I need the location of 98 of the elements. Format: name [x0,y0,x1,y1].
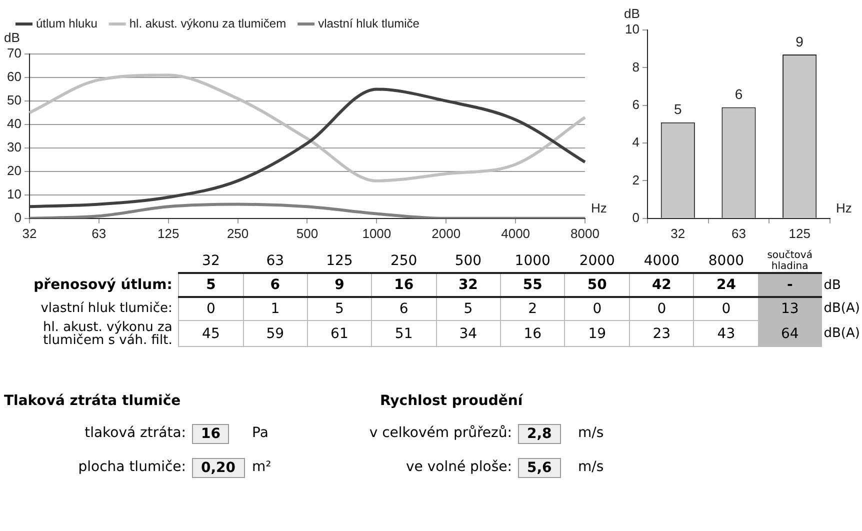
legend-label: útlum hluku [36,16,98,30]
data-label: 9 [796,33,804,50]
text: 2 [528,301,538,317]
y-tick-label: 10 [624,22,640,37]
text: 16 [394,277,414,293]
text: 24 [716,277,736,293]
y-tick-label: 4 [632,134,640,150]
text: 16 [524,326,542,342]
category-label: 125 [325,252,354,271]
text: Pa [252,425,268,441]
y-tick-label: 0 [14,210,22,225]
category-label: 250 [389,252,418,271]
text: 0,20 [192,458,245,478]
x-axis-title: Hz [591,200,607,216]
y-tick-label: 30 [6,140,22,155]
x-tick-label: 8000 [570,226,600,241]
x-tick-label: 2000 [432,226,461,241]
text: 5 [335,301,344,317]
y-tick-label: 6 [632,96,640,112]
y-tick-label: 8 [632,59,640,74]
text: ve volné ploše: [406,459,512,475]
text: 32 [458,277,478,293]
category-label: 32 [201,252,221,271]
text: tlaková ztráta: [84,425,186,441]
y-tick-label: 50 [6,92,22,108]
text: 61 [330,326,348,342]
text: 51 [394,326,413,342]
data-label: 6 [734,86,743,102]
category-label: 2000 [578,252,616,271]
category-label: 63 [265,252,286,271]
category-label: dB(A) [824,301,860,316]
text: m² [252,459,272,475]
text: v celkovém průřezů: [369,425,512,441]
line-series [28,74,586,182]
text: 64 [780,326,799,342]
y-tick-label: 10 [6,186,22,202]
text: plocha tlumiče: [78,459,186,475]
y-tick-label: 20 [6,163,22,178]
text: 1 [270,301,280,317]
category-label: hl. akust. výkonu za tlumičem s váh. filt. [42,320,172,348]
text: 13 [780,301,799,317]
text: 0 [722,301,731,317]
category-label: vlastní hluk tlumiče: [40,301,172,316]
text: 59 [266,326,284,342]
text: 43 [717,326,736,342]
x-tick-label: 63 [731,226,746,241]
category-label: dB(A) [824,326,860,341]
x-tick-label: 32 [22,226,37,241]
text: 5 [206,277,216,293]
text: 16 [192,424,230,444]
text: 5 [464,301,473,317]
text: 5,6 [518,458,561,478]
y-axis-title: dB [624,6,640,22]
text: 50 [587,277,607,293]
x-tick-label: 63 [92,226,106,241]
y-tick-label: 60 [6,69,22,84]
text: 42 [652,277,672,293]
y-tick-label: 70 [6,46,22,61]
x-tick-label: 500 [296,226,318,241]
text: 0 [657,301,666,317]
category-label: dB [824,278,841,292]
text: 0 [206,301,216,317]
text: 55 [522,277,542,293]
text: 45 [202,326,220,342]
category-label: 8000 [707,252,746,271]
text: - [786,277,793,293]
text: m/s [578,459,604,475]
x-tick-label: 125 [788,226,810,241]
category-label: přenosový útlum: [34,276,172,292]
text: m/s [578,425,604,441]
category-label: součtová hladina [766,250,814,273]
x-tick-label: 32 [670,226,686,241]
text: 0 [592,301,602,317]
line-series [28,88,586,208]
y-axis-title: dB [4,30,20,46]
text: 6 [399,301,408,317]
text: 23 [652,326,671,342]
text: 34 [459,326,478,342]
text: 9 [334,277,344,293]
category-label: 500 [454,252,483,271]
text: 19 [588,326,606,342]
text: 6 [270,277,280,293]
text: Rychlost proudění [380,393,523,409]
x-tick-label: 4000 [501,226,530,241]
x-tick-label: 125 [157,226,180,241]
category-label: 4000 [642,252,680,271]
legend-label: vlastní hluk tlumiče [318,16,420,30]
y-tick-label: 2 [632,172,640,188]
y-tick-label: 0 [632,210,640,225]
category-label: 1000 [514,252,552,271]
x-axis-title: Hz [836,200,852,216]
text: 2,8 [518,424,561,444]
text: Tlaková ztráta tlumiče [4,393,181,409]
y-tick-label: 40 [6,116,22,132]
data-label: 5 [674,101,682,118]
x-tick-label: 1000 [362,226,392,241]
legend-label: hl. akust. výkonu za tlumičem [129,16,286,30]
x-tick-label: 250 [226,226,249,241]
